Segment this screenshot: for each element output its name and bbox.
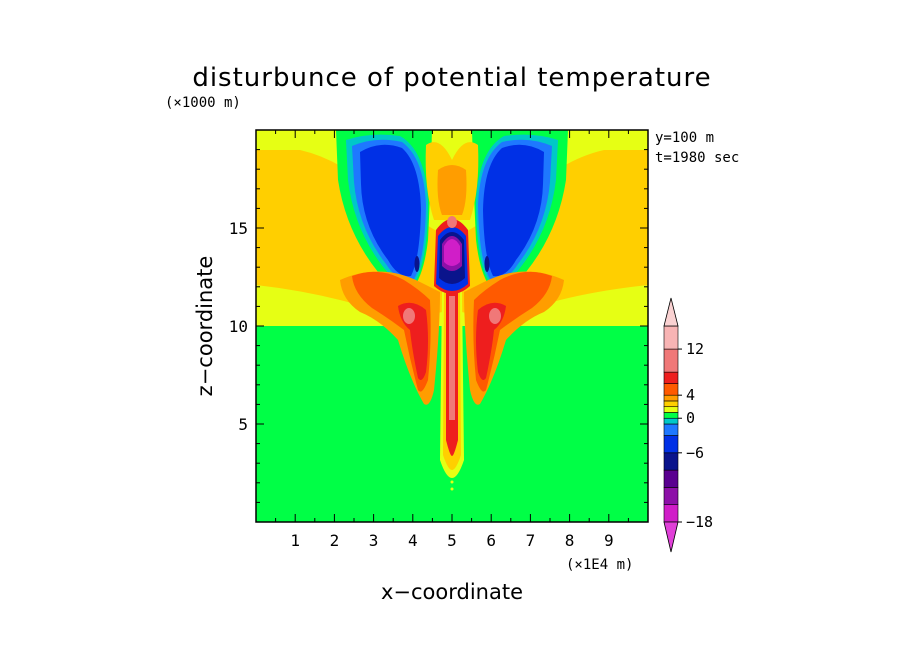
chart-title: disturbunce of potential temperature bbox=[192, 63, 711, 93]
x-tick-label: 1 bbox=[290, 531, 300, 550]
colorbar-level-14 bbox=[663, 325, 679, 350]
contour-darkorange-right bbox=[473, 271, 552, 392]
colorbar-level-6 bbox=[663, 417, 679, 425]
y-tick-label: 10 bbox=[229, 317, 248, 336]
contour-dot-1 bbox=[450, 480, 454, 484]
contour-fields bbox=[256, 130, 648, 522]
contour-dot-2 bbox=[450, 487, 454, 491]
y-axis-label: z−coordinate bbox=[193, 256, 217, 397]
colorbar-level-0 bbox=[663, 504, 679, 523]
contour-darkblue-right-spot bbox=[484, 256, 490, 272]
colorbar-level-5 bbox=[663, 423, 679, 436]
colorbar-level-12 bbox=[663, 371, 679, 384]
contour-blue-right-lobe bbox=[483, 144, 544, 277]
contour-pink-left-spot bbox=[403, 308, 415, 324]
x-tick-label: 6 bbox=[486, 531, 496, 550]
annotation-y-level: y=100 m bbox=[655, 130, 714, 146]
colorbar-tick-label: −18 bbox=[686, 513, 713, 531]
contour-darkblue-left-spot bbox=[414, 256, 420, 272]
colorbar-level-8 bbox=[663, 406, 679, 413]
x-tick-label: 8 bbox=[565, 531, 575, 550]
contour-core-magenta bbox=[444, 239, 460, 266]
y-axis: 5 10 15 bbox=[229, 129, 648, 523]
x-tick-label: 9 bbox=[604, 531, 614, 550]
colorbar-level-2 bbox=[663, 469, 679, 488]
x-axis-label: x−coordinate bbox=[381, 580, 523, 604]
colorbar-level-13 bbox=[663, 348, 679, 373]
colorbar: 12 4 0 −6 −18 bbox=[663, 297, 713, 553]
colorbar-level-9 bbox=[663, 400, 679, 408]
contour-blue-left-lobe bbox=[360, 144, 421, 277]
colorbar-tick-label: 12 bbox=[686, 340, 704, 358]
x-tick-label: 7 bbox=[526, 531, 536, 550]
contour-darkorange-left bbox=[352, 271, 431, 392]
annotation-time: t=1980 sec bbox=[655, 150, 739, 166]
contour-top-darkorange-pillar bbox=[437, 165, 467, 215]
colorbar-level-3 bbox=[663, 452, 679, 471]
contour-pink-right-spot bbox=[489, 308, 501, 324]
contour-central-column-pink bbox=[449, 296, 455, 420]
x-tick-label: 5 bbox=[447, 531, 457, 550]
x-unit-label: (×1E4 m) bbox=[566, 557, 633, 573]
colorbar-tick-label: 4 bbox=[686, 386, 695, 404]
colorbar-level-4 bbox=[663, 435, 679, 454]
x-tick-label: 4 bbox=[408, 531, 418, 550]
colorbar-tick-label: 0 bbox=[686, 409, 695, 427]
colorbar-level-11 bbox=[663, 383, 679, 396]
colorbar-level-1 bbox=[663, 487, 679, 506]
colorbar-tick-label: −6 bbox=[686, 444, 704, 462]
contour-core-tip-pink bbox=[447, 216, 457, 228]
x-tick-label: 3 bbox=[369, 531, 379, 550]
y-unit-label: (×1000 m) bbox=[165, 95, 241, 111]
colorbar-level-10 bbox=[663, 394, 679, 402]
colorbar-over-arrow bbox=[663, 297, 679, 327]
colorbar-level-7 bbox=[663, 412, 679, 419]
y-tick-label: 15 bbox=[229, 219, 248, 238]
x-tick-label: 2 bbox=[330, 531, 340, 550]
y-tick-label: 5 bbox=[238, 415, 248, 434]
colorbar-under-arrow bbox=[663, 521, 679, 553]
x-axis: 1 2 3 4 5 6 7 8 9 bbox=[255, 130, 649, 550]
